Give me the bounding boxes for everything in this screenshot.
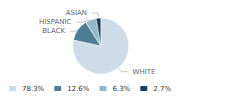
svg-text:HISPANIC: HISPANIC [39, 18, 72, 26]
svg-text:12.6%: 12.6% [67, 85, 90, 93]
svg-text:6.3%: 6.3% [112, 85, 130, 93]
svg-text:78.3%: 78.3% [22, 85, 45, 93]
svg-text:BLACK: BLACK [42, 27, 65, 35]
svg-text:WHITE: WHITE [133, 68, 156, 76]
svg-text:2.7%: 2.7% [153, 85, 171, 93]
svg-text:ASIAN: ASIAN [66, 9, 87, 17]
